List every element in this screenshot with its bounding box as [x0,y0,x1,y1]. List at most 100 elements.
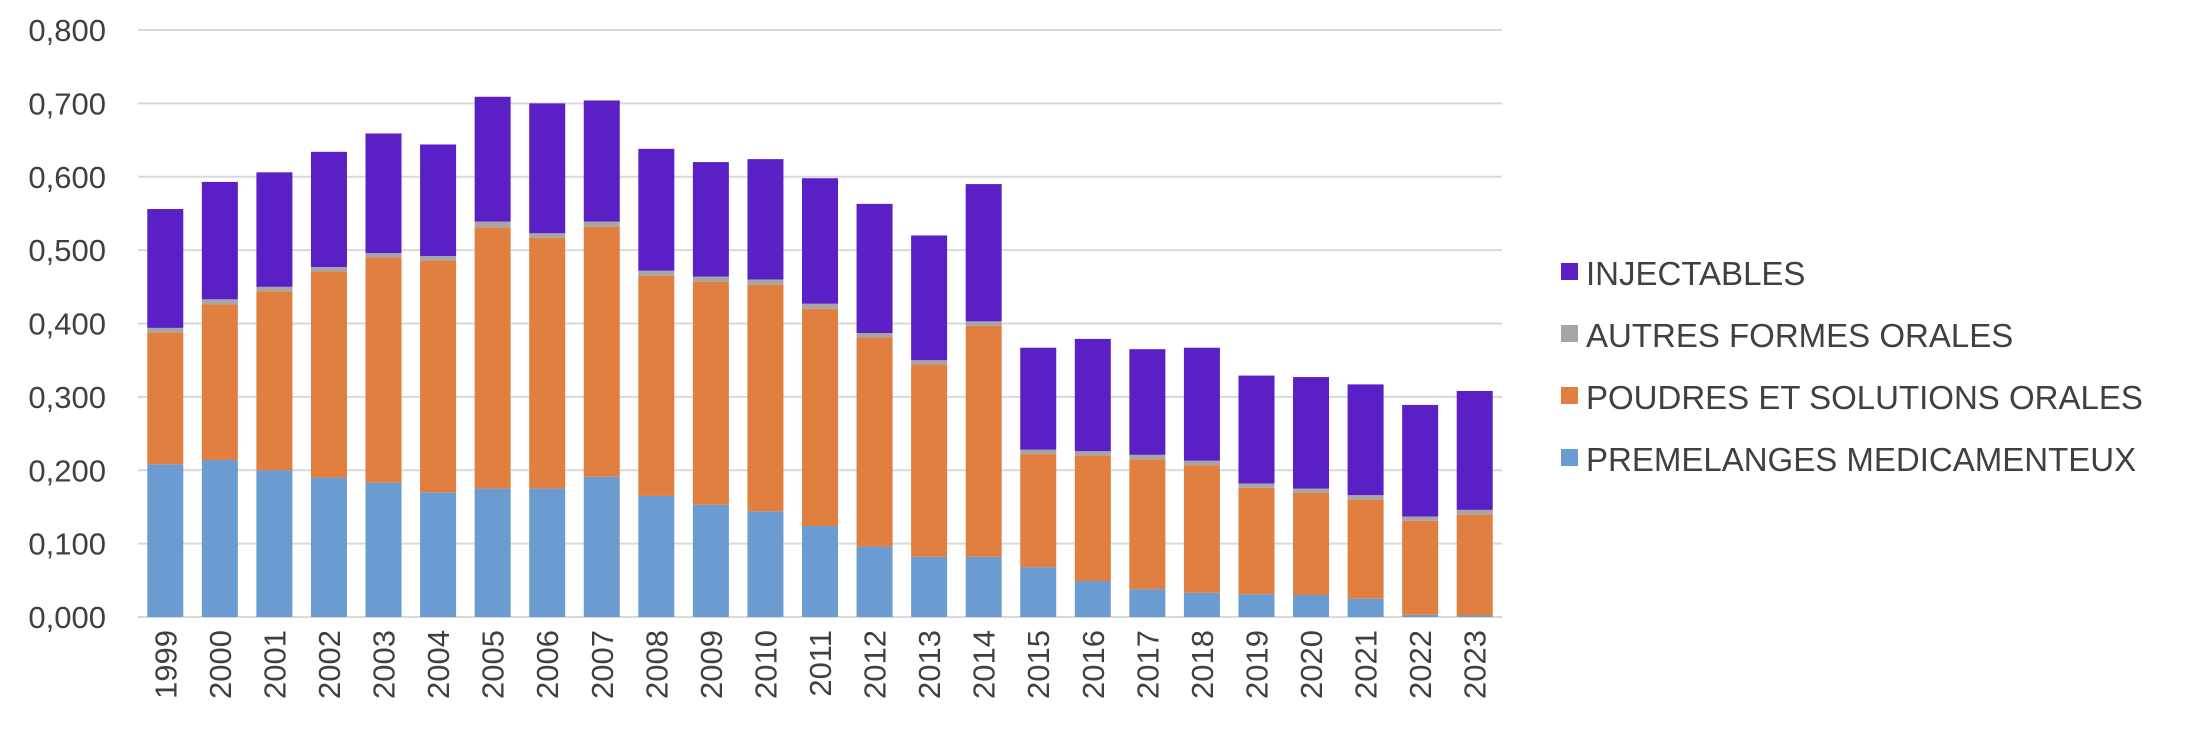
bar-segment [692,281,729,505]
bar-segment [856,333,893,338]
y-tick-label: 0,200 [28,453,106,488]
bar-segment [802,178,838,304]
x-tick-label: 2003 [367,630,402,699]
bar-segment [911,235,948,361]
bar-segment [1238,375,1275,484]
bar-segment [1456,615,1493,617]
bar-segment [529,233,566,238]
bar-segment [474,96,511,222]
bar-segment [1293,492,1330,595]
x-tick-label: 2010 [748,630,783,699]
x-tick-label: 2012 [858,630,893,699]
y-tick-label: 0,100 [28,527,106,562]
bar-segment [310,477,347,617]
bar-segment [747,284,784,512]
bar-segment [1293,377,1330,489]
bar-segment [1402,404,1439,517]
x-tick-label: 2021 [1349,630,1384,699]
y-tick-label: 0,300 [28,380,106,415]
bar-segment [1293,594,1330,617]
bar-segment [365,133,402,254]
legend-swatch [1561,387,1578,404]
bar-segment [1183,347,1220,461]
bar-segment [365,482,402,617]
x-tick-label: 2006 [530,630,565,699]
bar-segment [1238,483,1275,488]
y-tick-label: 0,000 [28,600,106,635]
bar-segment [474,488,511,617]
bar-segment [802,526,838,617]
x-tick-label: 2011 [803,630,838,697]
bar-segment [1238,487,1275,595]
bar-segment [856,337,893,547]
y-tick-label: 0,700 [28,86,106,121]
bar-segment [201,181,238,300]
bar-segment [1183,592,1220,617]
bar-segment [1347,499,1384,599]
bar-segment [201,459,238,617]
bar-segment [1238,594,1275,617]
bar-segment [965,321,1002,326]
legend-swatch [1561,263,1578,280]
x-tick-label: 2004 [421,630,456,699]
bar-segment [965,184,1002,322]
bar-segment [147,332,184,465]
x-tick-label: 2005 [476,630,511,699]
bar-segment [256,286,293,292]
bar-segment [310,267,347,272]
bar-segment [965,556,1002,617]
x-tick-label: 2023 [1458,630,1493,699]
bar-segment [1183,460,1220,466]
bar-segment [583,226,620,477]
legend-label: PREMELANGES MEDICAMENTEUX [1586,441,2136,478]
y-axis-ticks: 0,000 0,100 0,200 0,300 0,400 0,500 0,600 0,700… [28,13,106,635]
bar-segment [147,327,184,333]
bar-segment [201,304,238,460]
bar-segment [1347,598,1384,617]
bars [147,96,1493,617]
bar-segment [1456,391,1493,510]
y-tick-label: 0,500 [28,233,106,268]
bar-segment [856,546,893,617]
x-tick-label: 2019 [1239,630,1274,699]
bar-segment [638,270,675,276]
x-axis-ticks: 1999 2000 2001 2002 2003 2004 2005 2006 2007 2008… [148,630,1492,699]
bar-segment [365,253,402,258]
bar-segment [638,148,675,271]
bar-segment [1347,495,1384,500]
bar-segment [1456,509,1493,515]
bar-segment [147,464,184,617]
bar-segment [583,221,620,227]
bar-segment [1293,488,1330,493]
bar-segment [256,291,293,471]
bar-segment [420,492,457,617]
x-tick-label: 2017 [1130,630,1165,699]
bar-segment [1347,384,1384,496]
bar-segment [911,360,948,365]
bar-segment [1129,589,1166,617]
x-tick-label: 2007 [585,630,620,699]
bar-segment [1129,459,1166,590]
legend-swatch [1561,325,1578,342]
legend-label: INJECTABLES [1586,255,1805,292]
bar-segment [310,271,347,478]
bar-segment [474,221,511,228]
y-tick-label: 0,800 [28,13,106,48]
x-tick-label: 2009 [694,630,729,699]
bar-segment [1074,581,1111,617]
bar-segment [529,237,566,489]
bar-segment [747,279,784,285]
x-tick-label: 1999 [148,630,183,699]
x-tick-label: 2022 [1403,630,1438,699]
bar-segment [529,103,566,234]
bar-segment [1402,614,1439,617]
bar-segment [747,159,784,280]
bar-segment [802,308,838,527]
x-tick-label: 2013 [912,630,947,699]
bar-segment [1183,465,1220,593]
y-tick-label: 0,400 [28,307,106,342]
bar-segment [420,255,457,261]
bar-segment [1129,349,1166,455]
bar-segment [201,299,238,305]
